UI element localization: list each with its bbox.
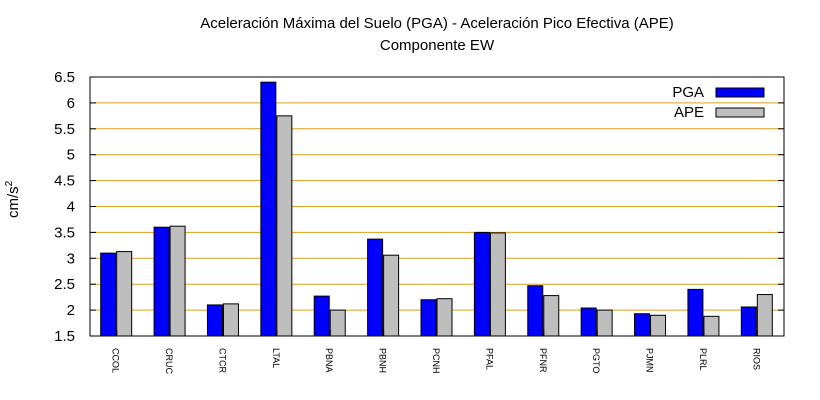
x-tick-label: CCOL [111,348,121,373]
bar-pga [153,226,170,337]
y-tick-label: 3.5 [54,224,75,241]
bar-pga [580,307,597,337]
bar-pga [740,306,757,337]
y-tick-label: 4.5 [54,173,75,190]
chart-title: Aceleración Máxima del Suelo (PGA) - Ace… [200,15,674,32]
legend-label: PGA [672,84,704,101]
y-tick-label: 6 [67,95,75,112]
bar-ape [703,315,720,337]
y-tick-label: 6.5 [54,69,75,86]
bar-ape [222,303,239,337]
x-tick-label: PBNA [324,348,334,373]
bar-ape [169,225,186,337]
bar-ape [489,232,506,337]
x-tick-label: PJMN [645,348,655,373]
bar-pga [473,231,490,337]
y-tick-label: 4 [67,199,75,216]
x-tick-label: CTCR [217,348,227,373]
x-tick-label: PFNR [538,348,548,373]
bar-pga [527,285,544,337]
x-tick-label: LTAL [271,348,281,368]
x-tick-label: PGTO [591,348,601,373]
bar-ape [383,254,400,337]
y-tick-label: 2.5 [54,276,75,293]
bar-ape [650,314,667,337]
bar-pga [260,81,277,337]
x-tick-label: RIOS [751,348,761,370]
bar-pga [100,252,117,337]
legend-swatch [715,87,765,98]
bar-pga [313,295,330,337]
y-tick-label: 5.5 [54,121,75,138]
bar-ape [543,295,560,337]
bar-pga [206,304,223,337]
bar-ape [756,294,773,337]
y-tick-label: 3 [67,250,75,267]
x-tick-label: PLRL [698,348,708,371]
y-tick-label: 2 [67,302,75,319]
x-tick-label: PFAL [484,348,494,370]
bar-pga [420,299,437,337]
bar-ape [329,309,346,337]
bar-ape [436,298,453,337]
bar-pga [634,313,651,337]
x-tick-label: CRUC [164,348,174,374]
x-tick-label: PCNH [431,348,441,374]
bar-pga [687,288,704,337]
legend-label: APE [674,104,704,121]
bar-pga [367,238,384,337]
bar-ape [276,115,293,337]
legend-swatch [715,107,765,118]
bar-ape [116,251,133,337]
bar-ape [596,309,613,337]
x-tick-label: PBNH [378,348,388,373]
chart-subtitle: Componente EW [379,37,495,54]
y-tick-label: 5 [67,147,75,164]
plot-border [89,76,785,337]
y-tick-label: 1.5 [54,328,75,345]
